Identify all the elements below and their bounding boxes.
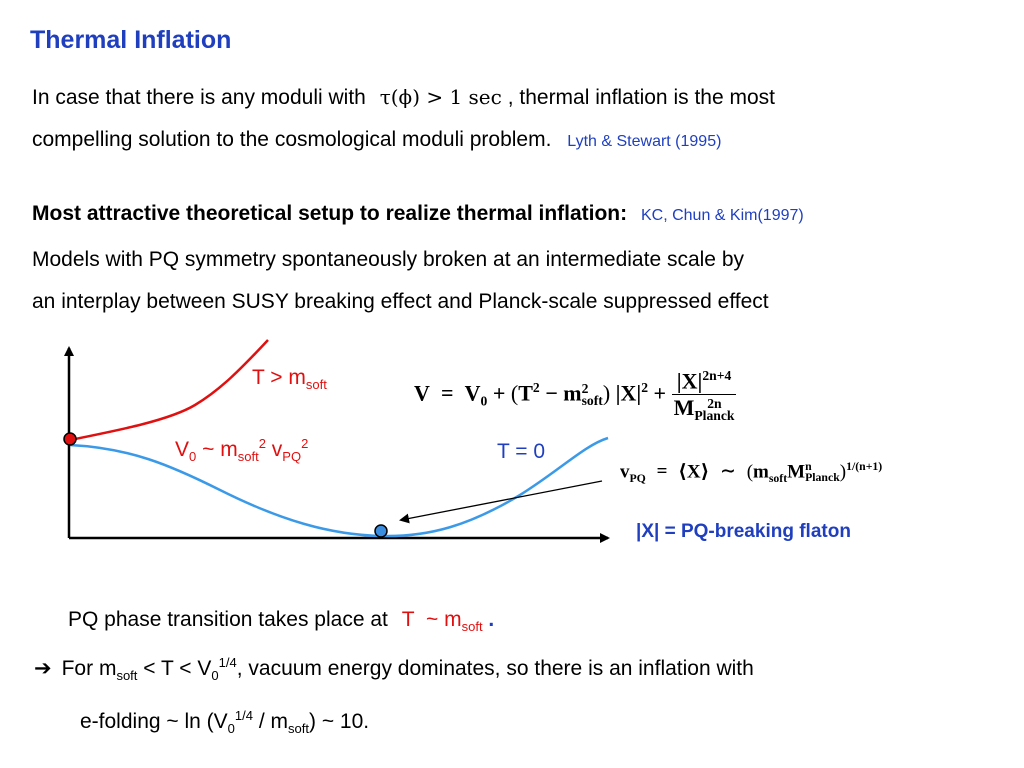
vacuum-point xyxy=(374,524,388,538)
eq-frac-num: |X| xyxy=(676,368,703,394)
eq-plus-2: + xyxy=(653,380,667,406)
vev-m-sub: soft xyxy=(768,472,788,486)
eq-m-sup: 2 xyxy=(581,381,589,397)
conclusion-for: For m xyxy=(61,657,117,680)
vev-equation: vPQ = ⟨X⟩ ∼ (msoftM n Planck)1/(n+1) xyxy=(620,460,882,486)
vev-bigm: M xyxy=(787,461,806,483)
v0-c-sub: PQ xyxy=(282,449,302,465)
setup-line-1: Models with PQ symmetry spontaneously br… xyxy=(32,248,745,271)
phase-text: PQ phase transition takes place at xyxy=(68,608,388,631)
page-title: Thermal Inflation xyxy=(30,26,232,54)
phase-msoft: ~ msoft xyxy=(426,608,483,635)
flaton-label: |X| = PQ-breaking flaton xyxy=(636,521,851,542)
label-high-temperature: T > msoft xyxy=(252,366,327,392)
label-zero-temperature: T = 0 xyxy=(497,440,546,463)
v0-b: ~ m xyxy=(196,438,238,461)
eq-m-sub: soft xyxy=(581,393,603,409)
setup-line-2: an interplay between SUSY breaking effec… xyxy=(32,290,769,313)
citation-lyth-stewart: Lyth & Stewart (1995) xyxy=(567,133,722,150)
eq-paren-close: ) xyxy=(602,380,611,406)
eq-frac-den-sup: 2n xyxy=(707,396,722,412)
label-vacuum-energy: V0 ~ msoft2 vPQ2 xyxy=(175,436,308,464)
v0-a-sub: 0 xyxy=(189,449,197,465)
vev-mid: ⟨X⟩ xyxy=(678,461,710,483)
phase-dot: . xyxy=(488,608,495,631)
v0-b-sub: soft xyxy=(237,449,259,465)
v0-b-sup: 2 xyxy=(258,436,266,451)
origin-point xyxy=(63,432,77,446)
vev-sim: ∼ xyxy=(720,461,736,483)
efolding-b: / m xyxy=(253,710,289,733)
vev-bigm-sub: Planck xyxy=(805,470,840,484)
eq-frac-num-sup: 2n+4 xyxy=(702,368,732,383)
conclusion-rest: , vacuum energy dominates, so there is a… xyxy=(236,657,754,680)
eq-m: m xyxy=(563,380,582,406)
eq-t-sup: 2 xyxy=(532,380,540,395)
intro-text-b: , thermal inflation is the most xyxy=(507,86,775,109)
efolding-sup: 1/4 xyxy=(234,708,254,723)
vev-paren-open: ( xyxy=(746,461,754,483)
setup-heading: Most attractive theoretical setup to rea… xyxy=(32,202,628,225)
label-high-t-main: T > m xyxy=(252,366,306,389)
eq-absx: |X| xyxy=(615,380,642,406)
efolding-sub2: soft xyxy=(288,721,309,737)
phase-sim: ~ m xyxy=(426,608,462,631)
eq-t: T xyxy=(518,380,533,406)
intro-line-1: In case that there is any moduli with τ(… xyxy=(32,85,775,110)
conclusion-sub1: soft xyxy=(116,668,138,684)
intro-line-2: compelling solution to the cosmological … xyxy=(32,128,721,152)
efolding-sub: 0 xyxy=(227,721,235,737)
eq-frac-den: M xyxy=(673,395,695,421)
vev-exponent: 1/(n+1) xyxy=(846,460,883,473)
setup-heading-line: Most attractive theoretical setup to rea… xyxy=(32,202,804,226)
vacuum-pointer-arrow xyxy=(399,480,603,524)
eq-v0-sub: 0 xyxy=(480,393,488,409)
efolding-a: e-folding ~ ln (V xyxy=(80,710,228,733)
citation-kc-chun-kim: KC, Chun & Kim(1997) xyxy=(640,207,804,224)
v0-c: v xyxy=(265,438,283,461)
right-arrow-icon: ➔ xyxy=(34,657,52,680)
v0-c-sup: 2 xyxy=(301,436,309,451)
v0-a: V xyxy=(175,438,190,461)
eq-plus-1: + xyxy=(492,380,506,406)
phase-t: T xyxy=(401,608,415,631)
vev-v: v xyxy=(620,461,630,483)
eq-paren-open: ( xyxy=(510,380,519,406)
eq-v0: V xyxy=(464,380,481,406)
conclusion-line-2: e-folding ~ ln (V01/4 / msoft) ~ 10. xyxy=(80,708,369,736)
eq-fraction: |X|2n+4 M 2n Planck xyxy=(671,368,737,424)
phase-transition-line: PQ phase transition takes place at T ~ m… xyxy=(68,608,494,634)
eq-v: V xyxy=(414,380,430,406)
label-high-t-sub: soft xyxy=(305,377,327,393)
intro-text-c: compelling solution to the cosmological … xyxy=(32,128,552,151)
conclusion-line-1: ➔ For msoft < T < V01/4, vacuum energy do… xyxy=(34,655,754,683)
eq-equals: = xyxy=(441,380,454,406)
vev-m: m xyxy=(753,461,769,483)
conclusion-sup2: 1/4 xyxy=(218,655,237,670)
conclusion-sub2: 0 xyxy=(211,668,219,684)
vev-paren-close: ) xyxy=(839,461,847,483)
vev-equals: = xyxy=(656,461,668,483)
vev-v-sub: PQ xyxy=(629,472,646,486)
vev-bigm-sup: n xyxy=(805,460,812,474)
tau-condition: τ(ϕ) > 1 sec xyxy=(379,85,502,109)
eq-absx-sup: 2 xyxy=(641,380,649,395)
eq-frac-den-sub: Planck xyxy=(694,408,735,424)
phase-sub: soft xyxy=(461,619,483,635)
efolding-c: ) ~ 10. xyxy=(309,710,370,733)
conclusion-mid: < T < V xyxy=(137,657,212,680)
intro-text-a: In case that there is any moduli with xyxy=(32,86,366,109)
high-temperature-curve xyxy=(69,339,269,442)
eq-minus: − xyxy=(545,380,558,406)
